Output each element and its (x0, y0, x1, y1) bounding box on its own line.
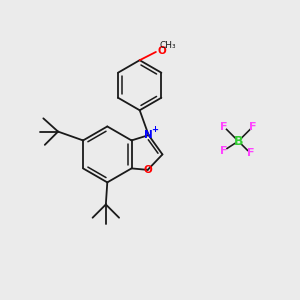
Text: F: F (220, 122, 228, 132)
Text: F: F (249, 122, 256, 132)
Text: F: F (220, 146, 228, 156)
Text: N: N (144, 130, 153, 140)
Text: B: B (234, 135, 243, 148)
Text: O: O (158, 46, 167, 56)
Text: CH₃: CH₃ (160, 41, 177, 50)
Text: O: O (143, 165, 152, 175)
Text: F: F (247, 148, 254, 158)
Text: +: + (151, 125, 158, 134)
